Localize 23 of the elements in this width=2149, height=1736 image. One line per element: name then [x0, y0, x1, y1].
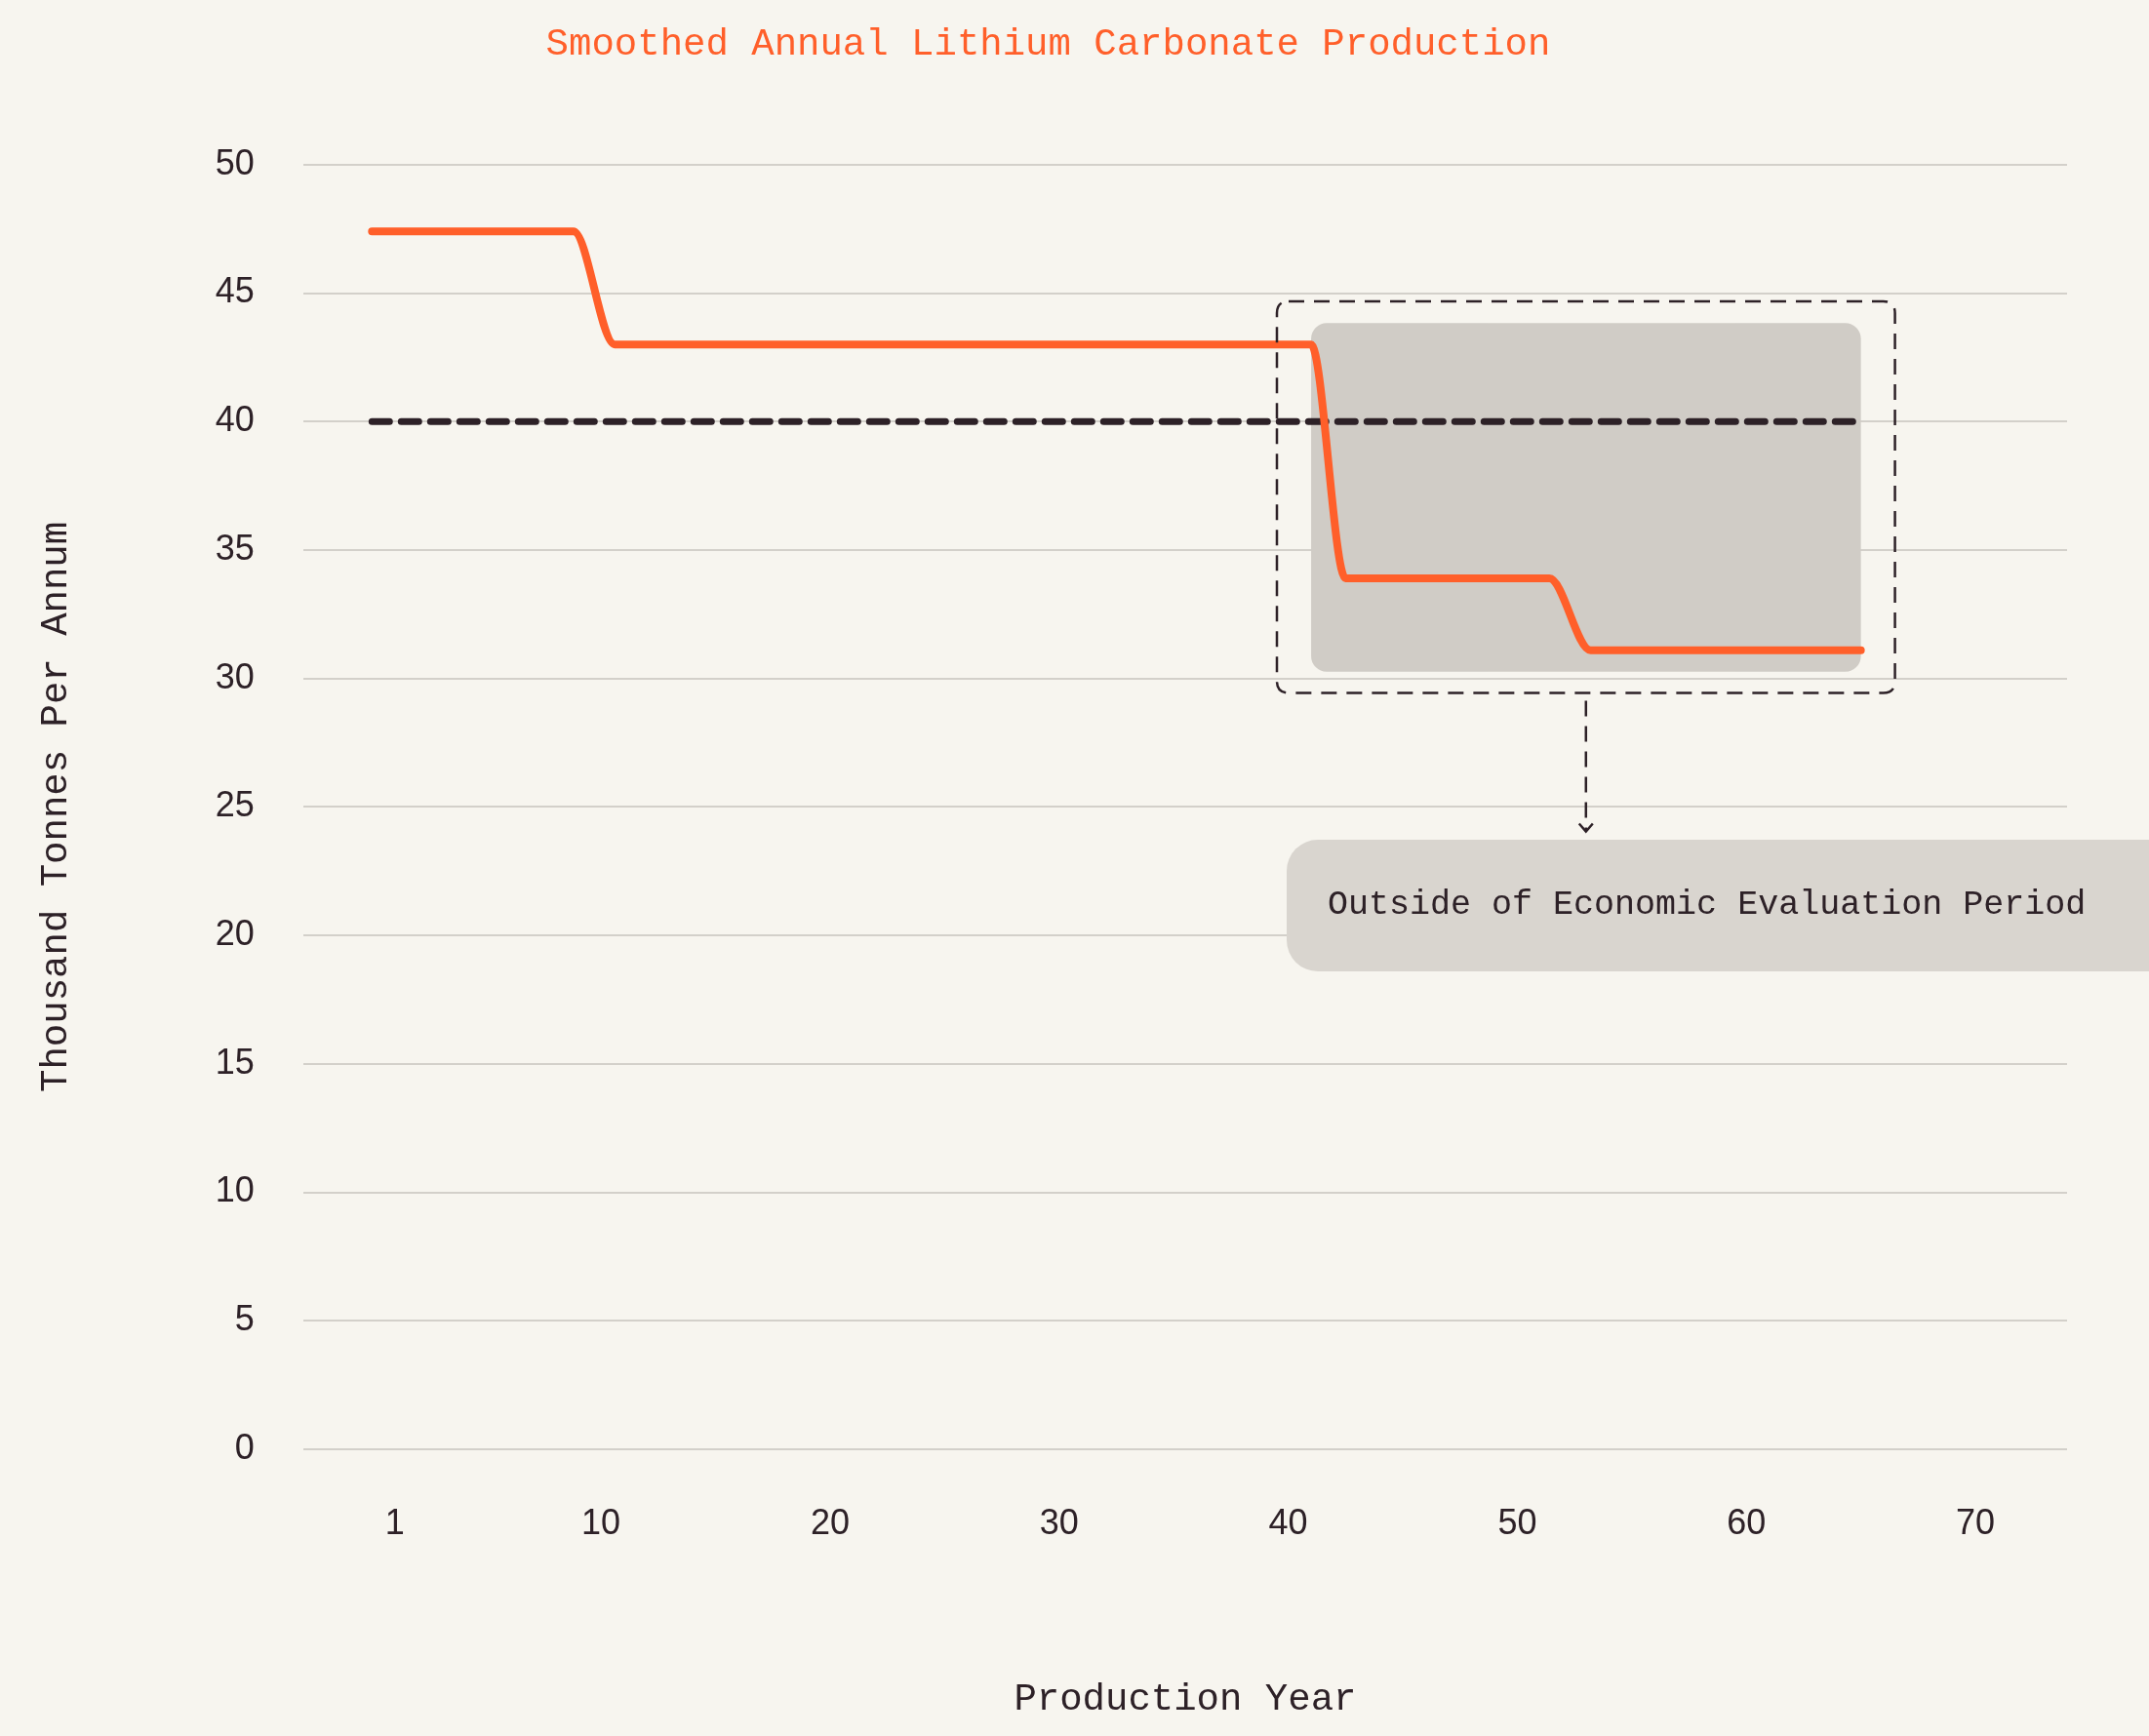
x-tick-label: 40: [1268, 1501, 1308, 1542]
y-tick-label: 20: [215, 913, 255, 954]
y-tick-label: 0: [234, 1426, 255, 1467]
x-tick-label: 30: [1039, 1501, 1079, 1542]
y-tick-label: 30: [215, 655, 255, 696]
y-tick-label: 40: [215, 399, 255, 440]
x-tick-label: 1: [384, 1501, 405, 1542]
chart-title: Smoothed Annual Lithium Carbonate Production: [545, 22, 1551, 66]
y-tick-label: 35: [215, 527, 255, 568]
y-axis-title: Thousand Tonnes Per Annum: [34, 521, 78, 1092]
x-tick-label: 20: [810, 1501, 850, 1542]
annotation: Outside of Economic Evaluation Period: [1328, 885, 2087, 927]
y-tick-label: 50: [215, 141, 255, 182]
x-tick-label: 70: [1956, 1501, 1996, 1542]
y-tick-label: 10: [215, 1169, 255, 1210]
y-tick-label: 25: [215, 784, 255, 825]
y-tick-label: 15: [215, 1041, 255, 1082]
y-tick-label: 45: [215, 270, 255, 311]
x-tick-label: 10: [581, 1501, 621, 1542]
x-axis-title: Production Year: [1014, 1677, 1357, 1721]
y-tick-label: 5: [234, 1298, 255, 1339]
x-tick-label: 50: [1497, 1501, 1537, 1542]
x-tick-label: 60: [1727, 1501, 1767, 1542]
